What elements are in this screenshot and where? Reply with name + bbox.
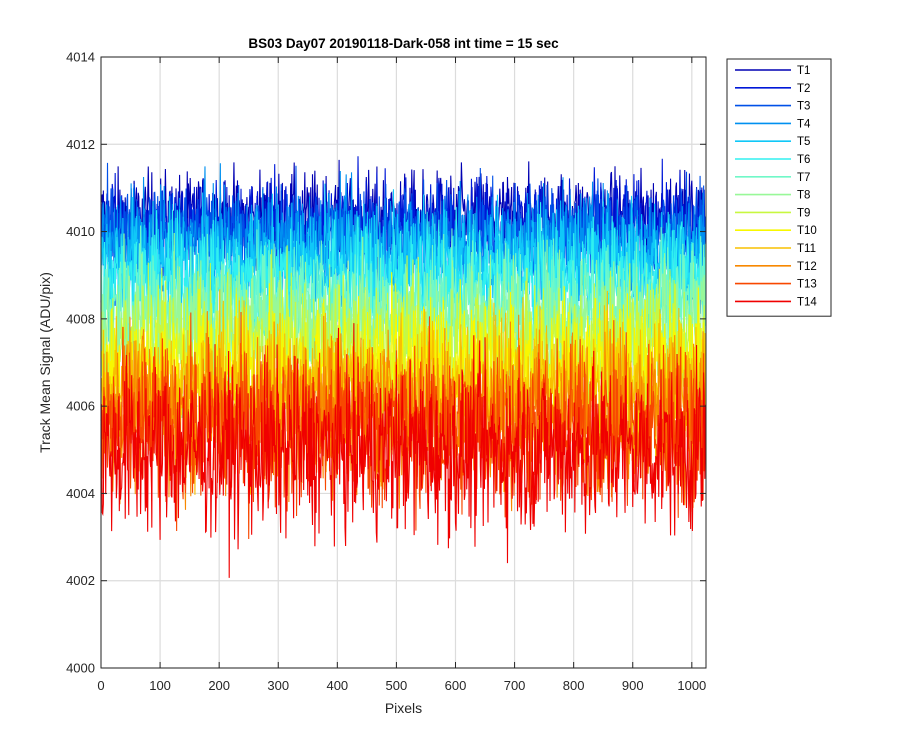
x-axis-label: Pixels — [385, 700, 422, 716]
y-tick-label: 4006 — [66, 399, 95, 414]
x-tick-label: 500 — [386, 678, 408, 693]
legend-label: T2 — [797, 83, 810, 95]
legend-label: T13 — [797, 279, 817, 291]
legend-label: T14 — [797, 296, 817, 308]
legend-label: T4 — [797, 118, 811, 130]
x-tick-label: 400 — [326, 678, 348, 693]
x-tick-label: 1000 — [677, 678, 706, 693]
y-tick-label: 4002 — [66, 573, 95, 588]
y-tick-label: 4000 — [66, 661, 95, 676]
x-tick-label: 600 — [445, 678, 467, 693]
y-tick-label: 4008 — [66, 311, 95, 326]
legend-label: T9 — [797, 207, 810, 219]
series-line-t14 — [100, 323, 706, 578]
x-tick-label: 800 — [563, 678, 585, 693]
x-tick-label: 700 — [504, 678, 526, 693]
chart-title: BS03 Day07 20190118-Dark-058 int time = … — [248, 36, 559, 51]
legend-label: T11 — [797, 243, 816, 255]
y-tick-label: 4010 — [66, 224, 95, 239]
x-tick-label: 0 — [97, 678, 104, 693]
x-tick-label: 900 — [622, 678, 644, 693]
legend-label: T12 — [797, 261, 817, 273]
x-tick-label: 200 — [208, 678, 230, 693]
x-tick-label: 300 — [267, 678, 289, 693]
legend-label: T1 — [797, 65, 810, 77]
legend-box — [726, 58, 832, 317]
x-tick-label: 100 — [149, 678, 171, 693]
y-tick-label: 4014 — [66, 50, 95, 65]
legend-label: T3 — [797, 101, 810, 113]
legend-label: T5 — [797, 136, 810, 148]
legend-label: T10 — [797, 225, 817, 237]
ticks: 0 100 200 300 400 500 600 700 800 900 1000 4000 4002… — [66, 50, 706, 694]
y-tick-label: 4012 — [66, 137, 95, 152]
y-tick-label: 4004 — [66, 486, 95, 501]
axes-frame — [100, 56, 707, 669]
y-axis-label: Track Mean Signal (ADU/pix) — [37, 272, 53, 453]
legend: T1 T2 T3 T4 T5 T6 T7 T8 T9 T10 T11 T12 T13 T14 — [726, 58, 832, 317]
series-lines — [100, 156, 706, 578]
legend-label: T7 — [797, 172, 810, 184]
legend-label: T8 — [797, 190, 810, 202]
legend-label: T6 — [797, 154, 810, 166]
